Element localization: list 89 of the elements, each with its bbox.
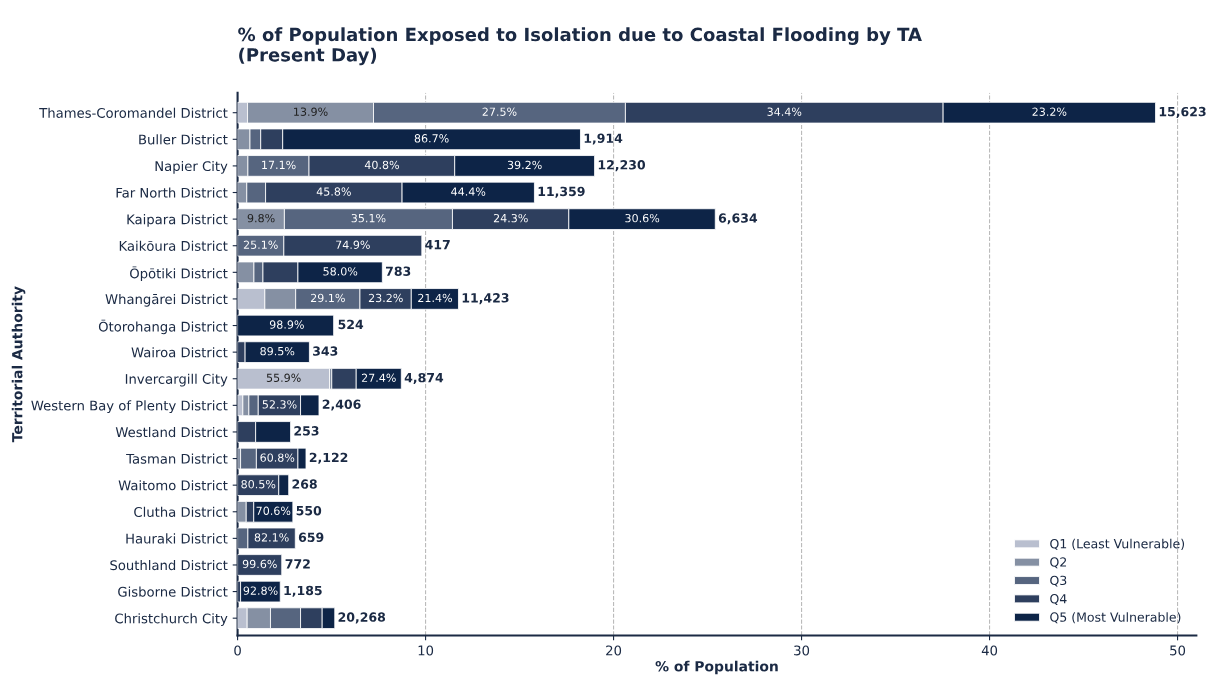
annotation: 80.5%	[241, 479, 276, 489]
annotation: 23.2%	[368, 293, 403, 303]
y-tick-label: Westland District	[115, 426, 228, 438]
annotation: 772	[285, 559, 310, 569]
annotation: 659	[298, 532, 324, 542]
annotation: 21.4%	[418, 293, 453, 303]
x-tick-label: 30	[794, 645, 810, 656]
x-tick-label: 20	[606, 645, 622, 656]
annotation: 30.6%	[625, 213, 660, 223]
x-tick-label: 40	[981, 645, 998, 656]
y-tick-label: Napier City	[155, 160, 228, 174]
legend-label: Q1 (Least Vulnerable)	[1050, 538, 1185, 550]
annotation: 60.8%	[260, 453, 295, 462]
annotation: 17.1%	[262, 160, 296, 170]
annotation: 55.9%	[266, 373, 301, 382]
bar	[240, 580, 281, 603]
y-tick-label: Clutha District	[134, 506, 228, 517]
annotation: 86.7%	[414, 134, 449, 143]
y-tick-label: Buller District	[139, 134, 228, 145]
annotation: 4,874	[404, 372, 444, 384]
x-tick-label: 10	[418, 645, 434, 656]
annotation: 52.3%	[262, 400, 297, 409]
annotation: 92.8%	[243, 586, 278, 595]
annotation: 343	[313, 346, 338, 356]
annotation: 15,623	[1159, 106, 1206, 118]
annotation: 524	[338, 319, 364, 330]
annotation: 13.9%	[294, 107, 328, 116]
annotation: 9.8%	[247, 213, 275, 223]
annotation: 25.1%	[243, 240, 278, 249]
annotation: 24.3%	[493, 213, 528, 223]
y-tick-label: Ōpōtiki District	[130, 266, 228, 281]
annotation: 29.1%	[310, 293, 345, 303]
annotation: 27.5%	[482, 107, 517, 116]
annotation: 39.2%	[507, 160, 542, 170]
y-tick-label: Whangārei District	[105, 293, 228, 307]
y-tick-label: Gisborne District	[118, 586, 228, 597]
annotation: 1,914	[584, 133, 623, 145]
y-tick-label: Christchurch City	[115, 613, 228, 626]
annotation: 34.4%	[767, 107, 802, 116]
legend-label: Q5 (Most Vulnerable)	[1050, 612, 1181, 624]
y-tick-label: Kaipara District	[127, 214, 228, 227]
annotation: 12,230	[598, 160, 646, 172]
legend-label: Q2	[1050, 557, 1067, 569]
annotation: 268	[292, 479, 317, 489]
y-tick-label: Thames-Coromandel District	[39, 107, 228, 118]
annotation: 253	[294, 426, 319, 436]
y-tick-label: Southland District	[110, 559, 228, 571]
x-tick-label: 0	[234, 645, 241, 656]
annotation: 58.0%	[323, 267, 358, 276]
annotation: 11,423	[462, 293, 509, 305]
annotation: 27.4%	[361, 373, 396, 382]
annotation: 89.5%	[260, 346, 295, 356]
y-tick-label: Kaikōura District	[119, 240, 228, 251]
y-axis-title: Territorial Authority	[11, 286, 26, 443]
legend-label: Q3	[1050, 575, 1067, 587]
y-tick-label: Invercargill City	[125, 373, 228, 387]
annotation: 550	[296, 505, 322, 516]
annotation: 20,268	[338, 612, 386, 624]
x-axis-title: % of Population	[655, 660, 778, 675]
y-tick-label: Far North District	[116, 187, 228, 198]
y-tick-label: Hauraki District	[126, 533, 228, 544]
y-tick-label: Tasman District	[126, 453, 228, 464]
x-tick-label: 50	[1170, 645, 1186, 656]
annotation: 23.2%	[1032, 107, 1067, 116]
annotation: 45.8%	[316, 187, 351, 196]
legend-label: Q4	[1050, 594, 1067, 605]
annotation: 82.1%	[254, 533, 289, 542]
annotation: 70.6%	[256, 506, 291, 515]
annotation: 417	[425, 240, 450, 250]
bar	[237, 314, 335, 337]
annotation: 1,185	[284, 585, 322, 597]
annotation: 6,634	[718, 213, 758, 225]
annotation: 783	[385, 266, 411, 276]
annotation: 74.9%	[336, 240, 370, 249]
annotation: 40.8%	[364, 160, 399, 170]
annotation: 2,122	[309, 452, 348, 464]
annotation: 98.9%	[269, 320, 304, 329]
annotation: 35.1%	[351, 213, 386, 223]
y-tick-label: Ōtorohanga District	[98, 319, 228, 335]
y-tick-label: Western Bay of Plenty District	[31, 400, 228, 414]
bar	[237, 367, 330, 390]
annotation: 11,359	[538, 186, 585, 198]
y-tick-label: Wairoa District	[131, 347, 228, 358]
bar	[237, 554, 283, 576]
chart-title: % of Population Exposed to Isolation due to Coastal Flooding by TA (Present Day)	[238, 27, 922, 66]
annotation: 44.4%	[451, 187, 486, 196]
annotation: 2,406	[322, 399, 361, 411]
annotation: 99.6%	[242, 559, 277, 569]
y-tick-label: Waitomo District	[118, 480, 228, 491]
